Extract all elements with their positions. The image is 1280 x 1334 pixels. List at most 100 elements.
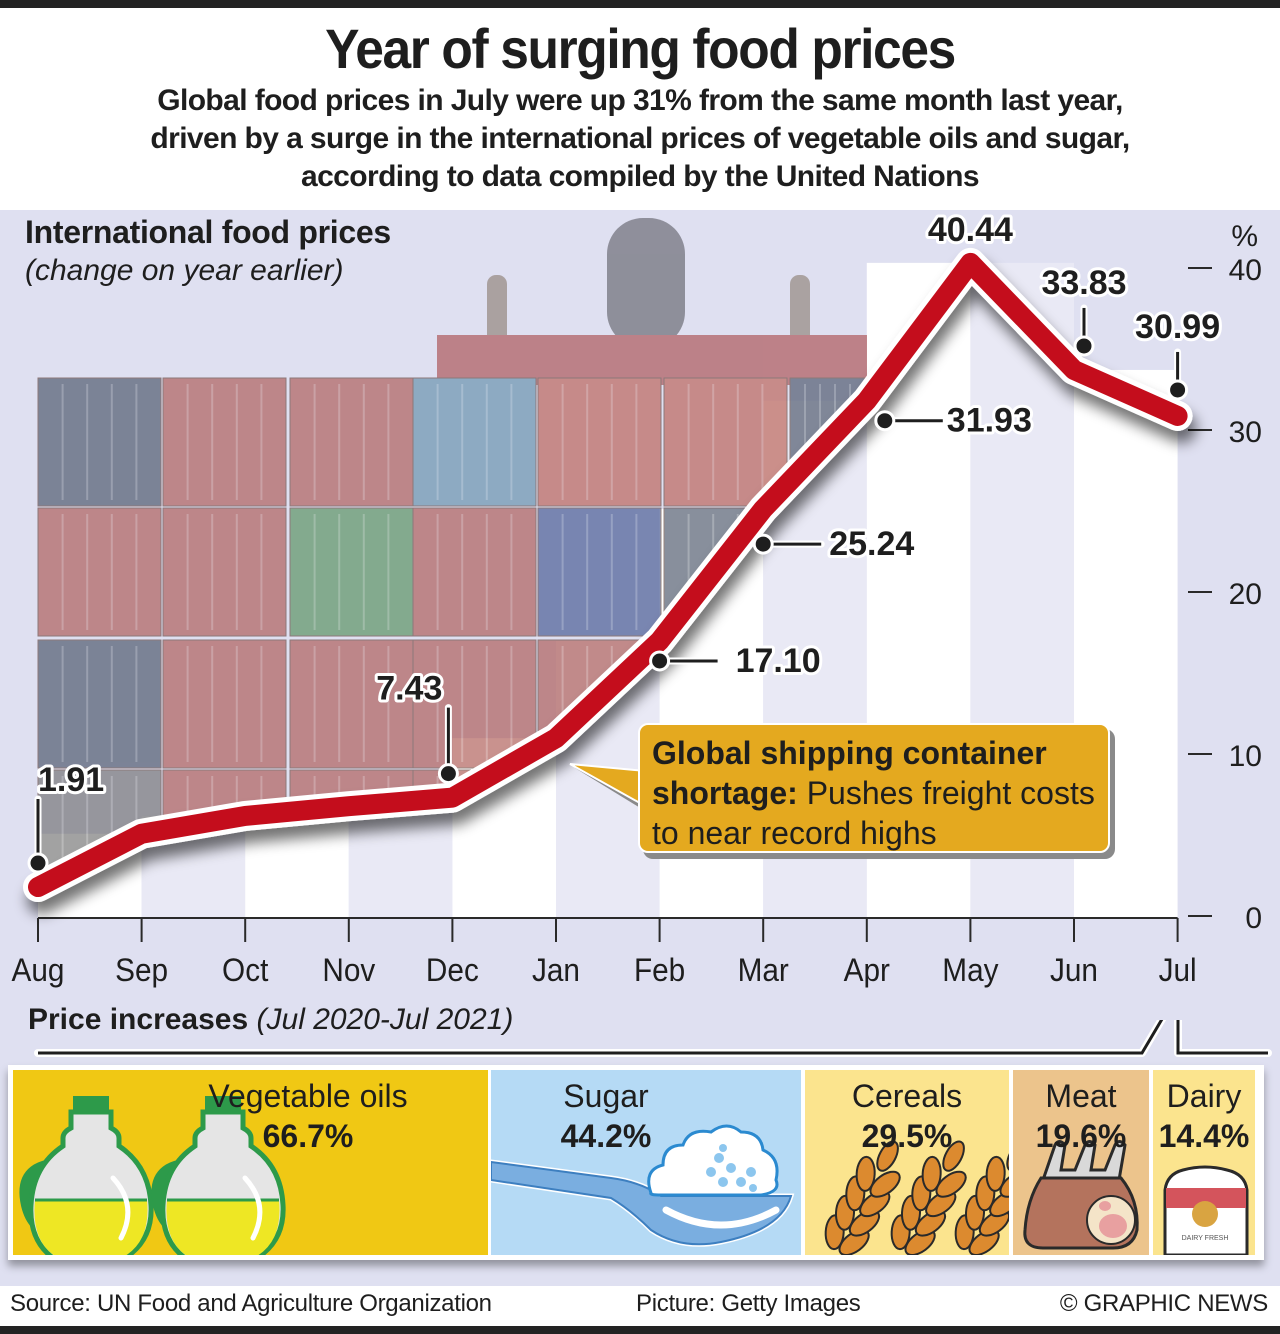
- tile-dairy: DAIRY FRESH Dairy 14.4%: [1153, 1070, 1255, 1255]
- wheat-grain: [876, 1140, 899, 1172]
- wheat-grain: [942, 1140, 965, 1172]
- x-tick-label: Oct: [222, 952, 269, 988]
- bottom-border: [0, 1326, 1280, 1334]
- container: [289, 507, 414, 637]
- container: [289, 377, 414, 507]
- y-tick-label: 10: [1229, 740, 1262, 773]
- container: [412, 507, 537, 637]
- picture-credit: Picture: Getty Images: [636, 1290, 861, 1317]
- container: [537, 507, 662, 637]
- source-credit: Source: UN Food and Agriculture Organiza…: [10, 1290, 492, 1317]
- tile-value: 44.2%: [560, 1118, 652, 1154]
- can-text: DAIRY FRESH: [1182, 1235, 1229, 1242]
- data-label-halo: 17.10: [736, 642, 821, 680]
- oil-jug: [19, 1096, 154, 1255]
- axes: Aug Sep Oct Nov Dec Jan Feb Mar Apr May Jun Jul 0 10 2…: [12, 220, 1262, 988]
- x-tick-label: Aug: [12, 952, 65, 988]
- top-border: [0, 0, 1280, 8]
- data-labels: 1.911.917.437.4317.1017.1025.2425.2431.9…: [27, 208, 1223, 874]
- wheat-grain: [999, 1170, 1009, 1198]
- leader-dot: [874, 410, 896, 432]
- container: [162, 377, 287, 507]
- tile-meat: Meat 19.6%: [1013, 1070, 1149, 1255]
- tile-value: 66.7%: [262, 1118, 354, 1154]
- wheat-grain: [935, 1170, 967, 1198]
- series-line: [23, 247, 1193, 903]
- wheat-grain: [985, 1155, 1006, 1192]
- tile-sugar: Sugar 44.2%: [491, 1070, 801, 1255]
- y-tick-label: 40: [1229, 254, 1262, 287]
- wheat-grain: [869, 1170, 901, 1198]
- data-label: 17.10: [736, 642, 821, 680]
- container: [289, 639, 414, 769]
- data-label-halo: 33.83: [1041, 264, 1126, 302]
- data-label: 7.43: [376, 670, 442, 708]
- container: [162, 507, 287, 637]
- jug-oil: [166, 1200, 280, 1255]
- container: [162, 639, 287, 769]
- data-label: 30.99: [1135, 308, 1220, 346]
- copyright-credit: © GRAPHIC NEWS: [1059, 1290, 1268, 1317]
- subtitle-line: Global food prices in July were up 31% f…: [157, 84, 1123, 117]
- page-title: Year of surging food prices: [325, 17, 956, 80]
- tile-value: 29.5%: [861, 1118, 953, 1154]
- x-tick-label: Jul: [1159, 952, 1197, 988]
- milk-can-icon: DAIRY FRESH: [1163, 1165, 1249, 1255]
- data-label-halo: 25.24: [829, 525, 914, 563]
- meat-rack-icon: [1023, 1140, 1139, 1250]
- y-tick-label: 20: [1229, 578, 1262, 611]
- x-tick-label: May: [942, 952, 999, 988]
- wheat-stalk: [824, 1140, 901, 1255]
- x-tick-label: Apr: [844, 952, 890, 988]
- chart-heading: International food prices: [25, 214, 391, 250]
- subtitle-line: according to data compiled by the United…: [301, 160, 980, 193]
- page-subtitle: Global food prices in July were up 31% f…: [0, 82, 1280, 196]
- ship-pipe: [790, 275, 810, 345]
- container: [37, 639, 162, 769]
- tile-value: 14.4%: [1158, 1118, 1250, 1154]
- data-label: 31.93: [947, 402, 1032, 440]
- x-tick-label: Feb: [634, 952, 685, 988]
- data-label: 1.91: [38, 761, 104, 799]
- tile-vegetable-oils: Vegetable oils 66.7%: [13, 1070, 488, 1255]
- tile-label: Vegetable oils: [208, 1078, 408, 1114]
- x-tick-label: Dec: [426, 952, 479, 988]
- price-increases-heading: Price increases (Jul 2020-Jul 2021): [28, 1003, 513, 1037]
- oil-jug: [151, 1096, 286, 1255]
- oil-jug-icon: [19, 1096, 286, 1255]
- tile-cereals: Cereals 29.5%: [805, 1070, 1009, 1255]
- jug-cork: [73, 1096, 109, 1114]
- tile-label: Sugar: [563, 1078, 649, 1114]
- leader-dot: [1167, 379, 1189, 401]
- annotation-callout: Global shipping container shortage: Push…: [638, 723, 1110, 853]
- ship-deck: [437, 335, 867, 385]
- leader-dot: [649, 650, 671, 672]
- leader-dot: [27, 852, 49, 874]
- callout-text: Pushes freight costs to near record high…: [652, 775, 1095, 851]
- jug-cork: [205, 1096, 241, 1114]
- tile-label: Dairy: [1166, 1078, 1242, 1114]
- price-increases-panel: Vegetable oils 66.7% Sugar 44.2% Cereals…: [8, 1065, 1264, 1260]
- ship-pipe: [487, 275, 507, 345]
- sugar-spoon-icon: [491, 1124, 795, 1247]
- leader-dot: [1073, 335, 1095, 357]
- line-chart: Aug Sep Oct Nov Dec Jan Feb Mar Apr May Jun Jul 0 10 2…: [11, 208, 1262, 989]
- data-label-halo: 7.43: [376, 670, 442, 708]
- wheat-grain: [989, 1190, 1009, 1218]
- wheat-icon: [824, 1140, 1009, 1255]
- wheat-grain: [921, 1155, 942, 1192]
- ship-funnel: [607, 218, 685, 348]
- tile-value: 19.6%: [1035, 1118, 1127, 1154]
- price-increases-period: (Jul 2020-Jul 2021): [256, 1003, 514, 1036]
- container: [37, 507, 162, 637]
- data-label-halo: 31.93: [947, 402, 1032, 440]
- y-tick-label: 30: [1229, 416, 1262, 449]
- tile-label: Cereals: [851, 1078, 963, 1114]
- price-increases-title: Price increases: [28, 1003, 249, 1036]
- x-tick-label: Nov: [322, 952, 375, 988]
- wheat-stalk: [890, 1140, 967, 1255]
- data-label: 40.44: [928, 211, 1013, 249]
- x-tick-label: Jan: [532, 952, 580, 988]
- x-tick-label: Mar: [738, 952, 789, 988]
- x-tick-label: Sep: [115, 952, 168, 988]
